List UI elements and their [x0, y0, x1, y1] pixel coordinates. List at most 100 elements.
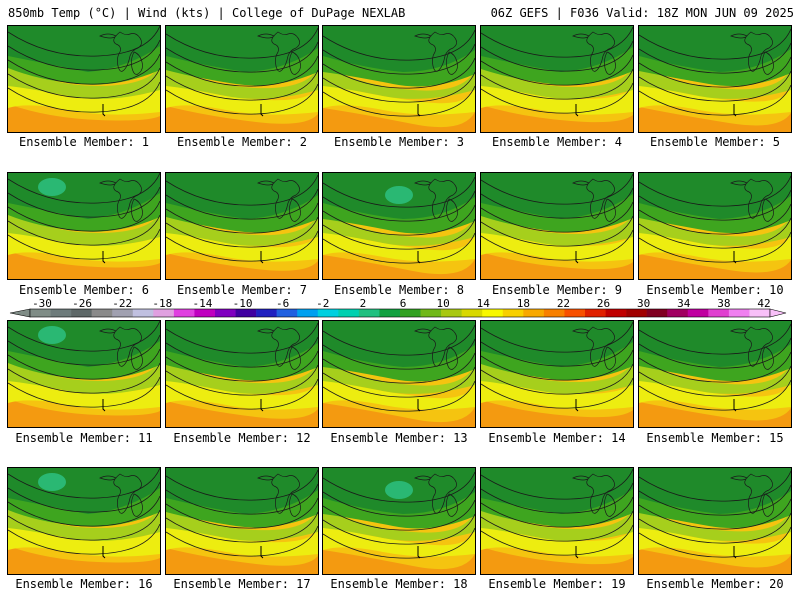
colorbar-swatch — [379, 309, 401, 317]
ensemble-member-label: Ensemble Member: 6 — [18, 283, 150, 297]
colorbar-swatch — [276, 309, 298, 317]
colorbar-swatch — [687, 309, 709, 317]
colorbar-tick-label: -14 — [193, 297, 213, 310]
colorbar-swatch — [543, 309, 565, 317]
ensemble-map-panel — [7, 320, 161, 428]
temperature-map — [323, 173, 475, 279]
colorbar-swatch — [482, 309, 504, 317]
colorbar-tick-label: 26 — [597, 297, 610, 310]
colorbar-swatch — [626, 309, 647, 317]
colorbar-swatch — [215, 309, 236, 317]
ensemble-map-panel — [638, 320, 792, 428]
ensemble-member-label: Ensemble Member: 15 — [646, 431, 784, 445]
ensemble-map-panel — [322, 467, 476, 575]
ensemble-member-label: Ensemble Member: 14 — [488, 431, 626, 445]
colorbar-swatch — [50, 309, 72, 317]
colorbar-tick-label: 30 — [637, 297, 650, 310]
colorbar-tick-label: 18 — [517, 297, 530, 310]
temperature-map — [481, 321, 633, 427]
ensemble-member-label: Ensemble Member: 3 — [333, 135, 465, 149]
colorbar-right-arrow — [769, 308, 787, 318]
page-header: 850mb Temp (°C) | Wind (kts) | College o… — [0, 0, 800, 22]
ensemble-member-label: Ensemble Member: 20 — [646, 577, 784, 591]
colorbar-swatch — [728, 309, 750, 317]
temperature-map — [639, 173, 791, 279]
temperature-map — [323, 321, 475, 427]
colorbar-swatch — [338, 309, 360, 317]
ensemble-member-label: Ensemble Member: 10 — [646, 283, 784, 297]
temperature-map — [639, 26, 791, 132]
colorbar-tick-label: 22 — [557, 297, 570, 310]
ensemble-map-panel — [480, 467, 634, 575]
ensemble-member-label: Ensemble Member: 17 — [173, 577, 311, 591]
ensemble-member-label: Ensemble Member: 13 — [330, 431, 468, 445]
temperature-map — [481, 173, 633, 279]
ensemble-map-panel — [165, 172, 319, 280]
temperature-map — [639, 321, 791, 427]
colorbar-swatch — [605, 309, 627, 317]
colorbar-tick-label: 2 — [360, 297, 367, 310]
colorbar-swatch — [132, 309, 154, 317]
colorbar-tick-label: 42 — [757, 297, 770, 310]
colorbar-swatch — [173, 309, 195, 317]
colorbar-tick-label: -2 — [316, 297, 329, 310]
ensemble-member-label: Ensemble Member: 1 — [18, 135, 150, 149]
ensemble-map-panel — [480, 172, 634, 280]
colorbar-left-arrow — [9, 308, 31, 318]
colorbar-swatch — [646, 309, 668, 317]
ensemble-member-label: Ensemble Member: 11 — [15, 431, 153, 445]
colorbar-swatch — [256, 309, 277, 317]
ensemble-map-panel — [165, 467, 319, 575]
ensemble-map-panel — [322, 25, 476, 133]
colorbar-swatch — [358, 309, 380, 317]
temperature-map — [8, 468, 160, 574]
ensemble-map-panel — [7, 172, 161, 280]
colorbar-swatch — [564, 309, 586, 317]
colorbar-swatch — [194, 309, 216, 317]
temperature-map — [166, 321, 318, 427]
temperature-map — [481, 26, 633, 132]
colorbar-swatch — [400, 309, 421, 317]
temperature-map — [323, 26, 475, 132]
temperature-map — [481, 468, 633, 574]
ensemble-member-label: Ensemble Member: 9 — [491, 283, 623, 297]
ensemble-member-label: Ensemble Member: 2 — [176, 135, 308, 149]
colorbar-tick-label: 38 — [717, 297, 730, 310]
colorbar-tick-label: -22 — [112, 297, 132, 310]
colorbar-tick-label: -26 — [72, 297, 92, 310]
header-run-info: 06Z GEFS | F036 Valid: 18Z MON JUN 09 20… — [490, 6, 794, 20]
colorbar-tick-label: 10 — [436, 297, 449, 310]
colorbar-tick-label: -30 — [32, 297, 52, 310]
ensemble-map-panel — [480, 25, 634, 133]
colorbar-tick-label: -18 — [152, 297, 172, 310]
colorbar-swatch — [749, 309, 771, 317]
colorbar-swatch — [502, 309, 524, 317]
temperature-map — [639, 468, 791, 574]
temperature-colorbar: -30 -26 -22 -18 -14 -10 -6 -2 2 6 10 14 18 22 26 30 34 38… — [9, 297, 787, 318]
colorbar-tick-label: -10 — [233, 297, 253, 310]
colorbar-swatch — [667, 309, 689, 317]
colorbar-swatch — [420, 309, 442, 317]
ensemble-map-panel — [7, 467, 161, 575]
colorbar-swatch — [708, 309, 730, 317]
ensemble-member-label: Ensemble Member: 5 — [649, 135, 781, 149]
ensemble-member-label: Ensemble Member: 16 — [15, 577, 153, 591]
temperature-map — [8, 26, 160, 132]
colorbar-tick-label: 34 — [677, 297, 691, 310]
colorbar-swatch — [112, 309, 134, 317]
colorbar-tick-label: 6 — [400, 297, 407, 310]
colorbar-swatch — [297, 309, 319, 317]
colorbar-swatch — [461, 309, 483, 317]
temperature-map — [323, 468, 475, 574]
header-title: 850mb Temp (°C) | Wind (kts) | College o… — [8, 6, 406, 20]
ensemble-map-panel — [7, 25, 161, 133]
colorbar-swatch — [91, 309, 113, 317]
ensemble-map-panel — [322, 320, 476, 428]
ensemble-member-label: Ensemble Member: 19 — [488, 577, 626, 591]
colorbar-swatch — [30, 309, 51, 317]
colorbar-swatch — [317, 309, 339, 317]
ensemble-map-panel — [480, 320, 634, 428]
colorbar-swatch — [235, 309, 257, 317]
colorbar-tick-label: 14 — [477, 297, 491, 310]
ensemble-member-label: Ensemble Member: 12 — [173, 431, 311, 445]
